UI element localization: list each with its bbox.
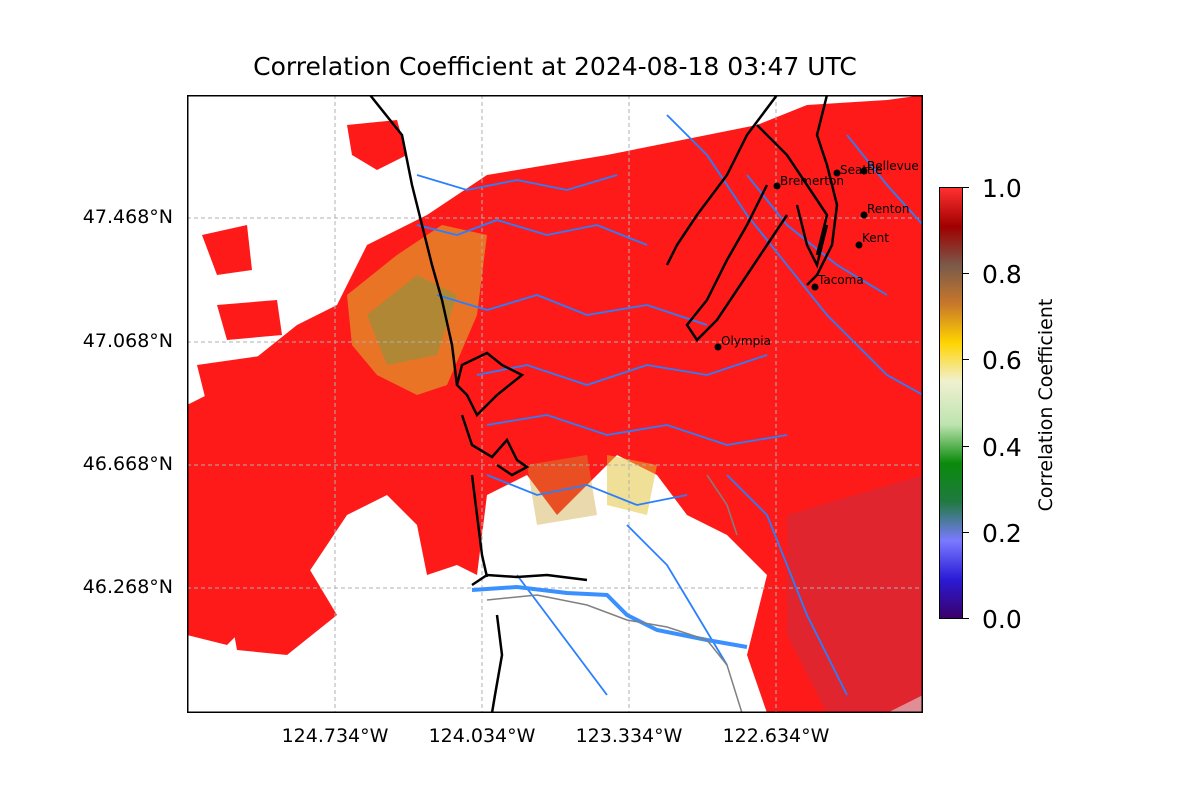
colorbar-tick-06 bbox=[963, 359, 969, 360]
colorbar-tick-0 bbox=[963, 618, 969, 619]
echo-region-se-dark bbox=[787, 475, 923, 713]
city-markers: Seattle Bellevue Bremerton Renton Kent T… bbox=[714, 159, 919, 351]
colorbar-label-04: 0.4 bbox=[982, 433, 1022, 462]
city-label-olympia: Olympia bbox=[721, 334, 771, 348]
city-label-tacoma: Tacoma bbox=[817, 273, 864, 287]
colorbar-label-02: 0.2 bbox=[982, 519, 1022, 548]
lat-label-47068: 47.068°N bbox=[82, 330, 173, 352]
colorbar-tick-04 bbox=[963, 446, 969, 447]
colorbar-label-08: 0.8 bbox=[982, 260, 1022, 289]
colorbar bbox=[939, 187, 963, 619]
echo-region-w3 bbox=[197, 355, 282, 405]
city-renton[interactable]: Renton bbox=[860, 202, 910, 219]
columbia-river bbox=[471, 584, 748, 649]
rivers bbox=[416, 114, 923, 696]
colorbar-title: Correlation Coefficient bbox=[1035, 298, 1057, 512]
echo-region-w1 bbox=[202, 225, 252, 275]
colorbar-tick-02 bbox=[963, 532, 969, 533]
city-label-kent: Kent bbox=[862, 231, 889, 245]
radar-map[interactable]: Seattle Bellevue Bremerton Renton Kent T… bbox=[187, 95, 923, 713]
echo-region-main bbox=[187, 95, 923, 713]
lat-label-46668: 46.668°N bbox=[82, 453, 173, 475]
city-label-renton: Renton bbox=[867, 202, 909, 216]
lon-label-122634: 122.634°W bbox=[722, 725, 830, 747]
city-kent[interactable]: Kent bbox=[855, 231, 890, 249]
coastline bbox=[369, 95, 839, 713]
colorbar-tick-10 bbox=[963, 187, 969, 188]
radar-echo-layer bbox=[187, 95, 923, 713]
echo-region-w2 bbox=[217, 300, 282, 340]
echo-region-nw bbox=[347, 120, 407, 170]
colorbar-label-0: 0.0 bbox=[982, 605, 1022, 634]
city-label-bremerton: Bremerton bbox=[780, 174, 844, 188]
city-label-bellevue: Bellevue bbox=[867, 159, 919, 173]
colorbar-tick-08 bbox=[963, 273, 969, 274]
lon-label-124034: 124.034°W bbox=[428, 725, 536, 747]
city-olympia[interactable]: Olympia bbox=[714, 334, 771, 351]
city-bremerton[interactable]: Bremerton bbox=[773, 174, 844, 190]
city-bellevue[interactable]: Bellevue bbox=[860, 159, 919, 175]
lon-label-124734: 124.734°W bbox=[281, 725, 389, 747]
lon-label-123334: 123.334°W bbox=[575, 725, 683, 747]
lat-label-47468: 47.468°N bbox=[82, 206, 173, 228]
state-border bbox=[486, 474, 743, 713]
graticule bbox=[187, 95, 923, 713]
colorbar-label-06: 0.6 bbox=[982, 346, 1022, 375]
map-title: Correlation Coefficient at 2024-08-18 03… bbox=[253, 52, 857, 81]
lat-label-46268: 46.268°N bbox=[82, 576, 173, 598]
map-frame bbox=[187, 95, 923, 713]
city-tacoma[interactable]: Tacoma bbox=[811, 273, 864, 291]
colorbar-label-10: 1.0 bbox=[982, 174, 1022, 203]
